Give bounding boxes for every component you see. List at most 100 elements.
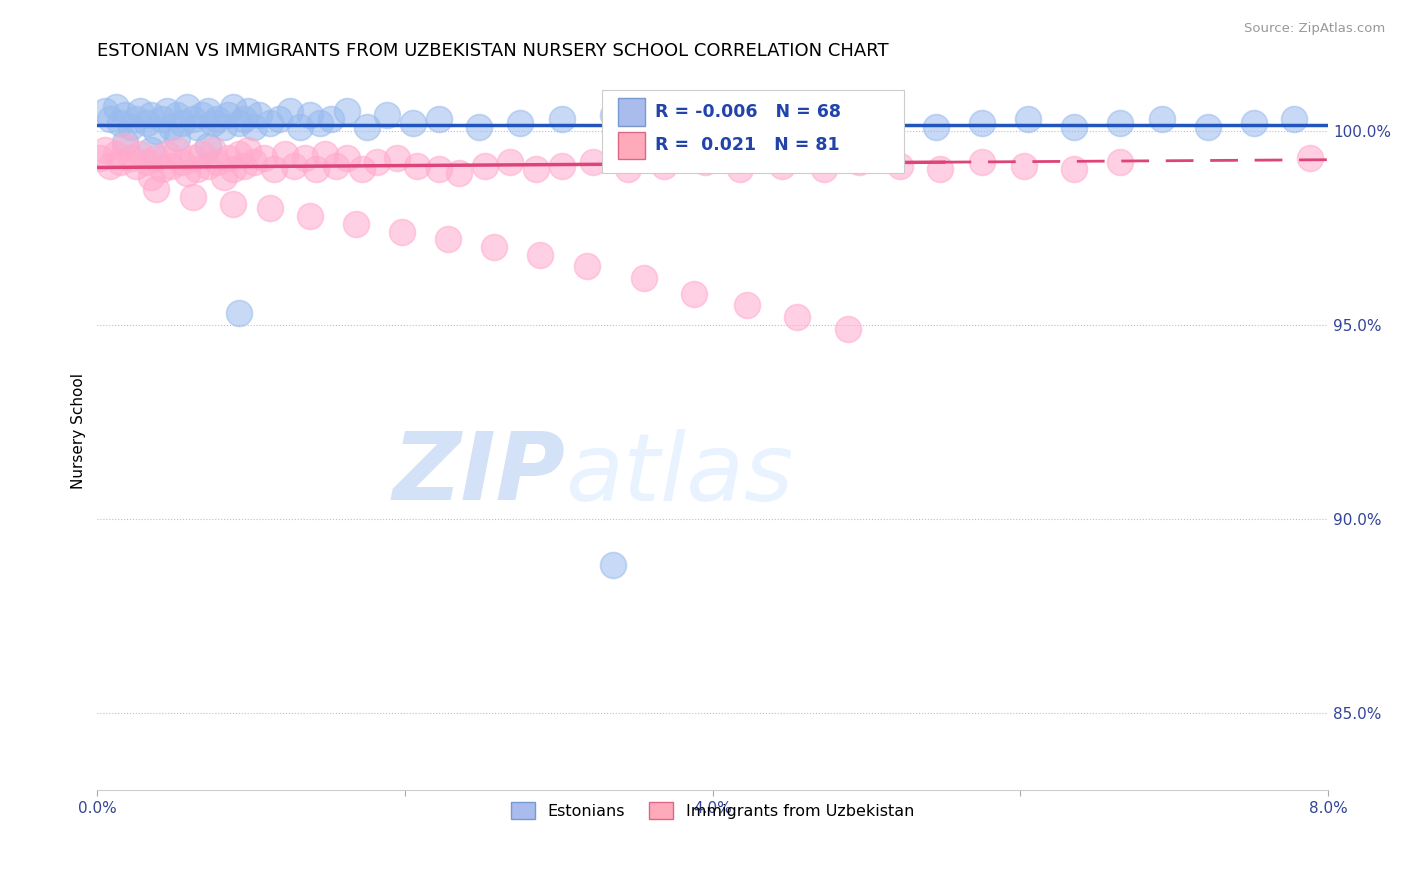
Point xyxy=(274,147,297,161)
Point xyxy=(551,159,574,173)
Point xyxy=(325,159,347,173)
Point xyxy=(267,112,290,126)
Point xyxy=(176,166,198,180)
Point xyxy=(166,108,188,122)
Point xyxy=(1017,112,1039,126)
Point xyxy=(191,108,214,122)
Point xyxy=(336,151,359,165)
Point xyxy=(222,162,245,177)
Point xyxy=(94,143,117,157)
Point xyxy=(468,120,491,134)
Point xyxy=(290,120,312,134)
Point xyxy=(447,166,470,180)
Point xyxy=(135,154,157,169)
Point xyxy=(427,162,450,177)
Point xyxy=(873,112,896,126)
Point xyxy=(602,108,624,122)
Text: R = -0.006   N = 68: R = -0.006 N = 68 xyxy=(655,103,841,121)
Point xyxy=(228,306,250,320)
Point xyxy=(375,108,398,122)
Point xyxy=(94,104,117,119)
Point xyxy=(745,112,768,126)
Point xyxy=(484,240,506,254)
Point xyxy=(252,151,274,165)
Point xyxy=(1109,154,1132,169)
Point xyxy=(120,120,142,134)
Point xyxy=(298,108,321,122)
Point xyxy=(970,116,993,130)
Point xyxy=(232,159,254,173)
Point xyxy=(217,108,239,122)
Point xyxy=(402,116,425,130)
Point xyxy=(1284,112,1306,126)
Point xyxy=(889,159,911,173)
Point xyxy=(1063,120,1085,134)
Point xyxy=(166,143,188,157)
Point xyxy=(129,147,152,161)
Point xyxy=(387,151,409,165)
Point xyxy=(730,162,752,177)
Point xyxy=(770,159,793,173)
Point xyxy=(1243,116,1265,130)
Point xyxy=(247,108,270,122)
Point xyxy=(336,104,359,119)
Point xyxy=(259,116,281,130)
Point xyxy=(309,116,332,130)
Point xyxy=(212,120,235,134)
Point xyxy=(125,112,148,126)
FancyBboxPatch shape xyxy=(602,90,904,173)
Point xyxy=(643,120,665,134)
Point xyxy=(201,143,224,157)
Point xyxy=(228,147,250,161)
Point xyxy=(813,162,835,177)
Text: Source: ZipAtlas.com: Source: ZipAtlas.com xyxy=(1244,22,1385,36)
Bar xyxy=(619,131,645,159)
Point xyxy=(141,170,163,185)
Bar xyxy=(619,98,645,126)
Point xyxy=(243,120,266,134)
Point xyxy=(181,112,204,126)
Text: atlas: atlas xyxy=(565,429,793,520)
Point xyxy=(832,116,855,130)
Point xyxy=(145,182,167,196)
Point xyxy=(181,151,204,165)
Point xyxy=(498,154,520,169)
Point xyxy=(1298,151,1320,165)
Point xyxy=(155,147,177,161)
Point xyxy=(98,159,121,173)
Point xyxy=(197,159,219,173)
Point xyxy=(1150,112,1173,126)
Point xyxy=(186,162,208,177)
Point xyxy=(170,154,193,169)
Text: ESTONIAN VS IMMIGRANTS FROM UZBEKISTAN NURSERY SCHOOL CORRELATION CHART: ESTONIAN VS IMMIGRANTS FROM UZBEKISTAN N… xyxy=(97,42,889,60)
Point xyxy=(150,112,173,126)
Point xyxy=(89,151,111,165)
Point xyxy=(141,143,163,157)
Point xyxy=(1012,159,1035,173)
Point xyxy=(181,189,204,203)
Point xyxy=(110,154,132,169)
Point xyxy=(110,116,132,130)
Point xyxy=(391,225,413,239)
Point xyxy=(228,116,250,130)
Point xyxy=(263,162,285,177)
Text: ZIP: ZIP xyxy=(392,428,565,520)
Point xyxy=(683,286,706,301)
Point xyxy=(693,154,716,169)
Point xyxy=(786,120,808,134)
Text: R =  0.021   N = 81: R = 0.021 N = 81 xyxy=(655,136,839,154)
Point xyxy=(427,112,450,126)
Point xyxy=(197,139,219,153)
Point xyxy=(160,159,183,173)
Point xyxy=(232,112,254,126)
Point xyxy=(243,154,266,169)
Point xyxy=(735,298,758,312)
Point xyxy=(1063,162,1085,177)
Point xyxy=(236,104,259,119)
Point xyxy=(366,154,388,169)
Point xyxy=(207,112,229,126)
Point xyxy=(582,154,605,169)
Point xyxy=(104,147,127,161)
Point xyxy=(222,197,245,211)
Point xyxy=(114,135,136,149)
